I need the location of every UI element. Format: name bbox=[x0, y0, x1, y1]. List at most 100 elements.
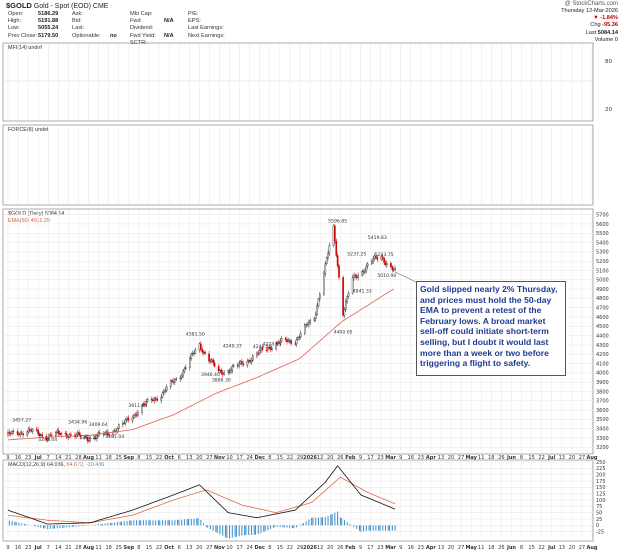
candle-body bbox=[247, 360, 250, 362]
candle-body bbox=[102, 433, 105, 435]
candle-body bbox=[366, 263, 369, 267]
macd-histogram-bar bbox=[289, 525, 291, 528]
quote-value: N/A bbox=[164, 18, 174, 25]
candle-body bbox=[386, 263, 388, 266]
macd-histogram-bar bbox=[219, 525, 221, 535]
x-tick-label: 24 bbox=[246, 545, 252, 551]
macd-histogram-bar bbox=[339, 517, 341, 526]
candle-body bbox=[257, 352, 260, 354]
macd-histogram-bar bbox=[317, 517, 319, 526]
quote-value: N/A bbox=[164, 32, 174, 39]
change-value: -95.36 bbox=[602, 22, 618, 29]
annotation-pointer bbox=[394, 271, 417, 283]
x-tick-label: 9 bbox=[359, 545, 362, 551]
macd-histogram-bar bbox=[78, 525, 80, 527]
candle-body bbox=[319, 294, 321, 300]
macd-histogram-bar bbox=[40, 525, 42, 528]
candle-body bbox=[16, 431, 19, 435]
candle-body bbox=[153, 398, 156, 402]
last-label: Last bbox=[585, 29, 597, 36]
macd-histogram-bar bbox=[114, 522, 116, 526]
macd-histogram-bar bbox=[244, 525, 246, 536]
x-tick-label: Nov bbox=[214, 545, 226, 551]
candle-body bbox=[317, 298, 320, 306]
y-tick-label: 5600 bbox=[596, 222, 609, 228]
x-tick-label: 25 bbox=[116, 545, 122, 551]
macd-histogram-bar bbox=[270, 525, 272, 529]
x-tick-label: 8 bbox=[520, 545, 523, 551]
macd-histogram-bar bbox=[215, 525, 217, 533]
x-tick-label: 2026 bbox=[303, 545, 317, 551]
candle-body bbox=[335, 240, 338, 256]
macd-histogram-bar bbox=[196, 518, 198, 526]
x-tick-label: 8 bbox=[137, 545, 140, 551]
x-tick-label: 26 bbox=[498, 545, 504, 551]
x-tick-label: 18 bbox=[488, 545, 494, 551]
macd-histogram-bar bbox=[149, 520, 151, 526]
macd-histogram-bar bbox=[123, 521, 125, 526]
candle-body bbox=[390, 263, 392, 268]
candle-body bbox=[201, 349, 204, 353]
x-tick-label: 15 bbox=[146, 545, 152, 551]
y-tick-label: 5200 bbox=[596, 259, 609, 265]
x-tick-label: Sep bbox=[124, 545, 135, 551]
quote-label: Mkt Cap: bbox=[130, 11, 153, 17]
candle-body bbox=[239, 361, 242, 364]
macd-histogram-bar bbox=[353, 525, 355, 527]
x-tick-label: 20 bbox=[327, 545, 333, 551]
macd-histogram-bar bbox=[34, 525, 36, 527]
candle-body bbox=[269, 347, 272, 350]
x-tick-label: 7 bbox=[47, 455, 50, 461]
y-tick-label: 4000 bbox=[596, 371, 609, 377]
candle-body bbox=[252, 355, 254, 361]
candle-body bbox=[280, 338, 283, 342]
x-tick-label: 10 bbox=[226, 545, 232, 551]
x-tick-label: 27 bbox=[458, 455, 464, 461]
x-tick-label: 9 bbox=[359, 455, 362, 461]
x-tick-label: 20 bbox=[448, 545, 454, 551]
macd-histogram-bar bbox=[209, 525, 211, 530]
axis-layer: 9916162323JulJul77141421212828AugAug1111… bbox=[6, 212, 608, 551]
candle-body bbox=[213, 362, 216, 367]
candle-body bbox=[383, 257, 385, 263]
source-credit: @ StockCharts.com bbox=[564, 1, 618, 7]
macd-histogram-bar bbox=[229, 525, 231, 539]
macd-histogram-bar bbox=[216, 525, 218, 533]
price-annotation-label: 5237.25 bbox=[347, 252, 366, 258]
mfi-tick-20: 20 bbox=[605, 107, 612, 113]
x-tick-label: 22 bbox=[538, 545, 544, 551]
macd-histogram-bar bbox=[49, 525, 51, 529]
x-tick-label: Aug bbox=[586, 545, 597, 551]
x-tick-label: 9 bbox=[399, 455, 402, 461]
x-tick-label: 27 bbox=[206, 545, 212, 551]
macd-histogram-bar bbox=[312, 517, 314, 526]
macd-histogram-bar bbox=[248, 525, 250, 536]
quote-label: High: bbox=[8, 18, 22, 25]
x-tick-label: 13 bbox=[438, 455, 444, 461]
macd-histogram-bar bbox=[59, 525, 61, 529]
macd-histogram-bar bbox=[71, 525, 73, 527]
chg-label: Chg bbox=[590, 22, 601, 29]
price-annotation-label: 3434.96 bbox=[68, 420, 87, 426]
macd-histogram-bar bbox=[378, 525, 380, 531]
price-annotation-label: 4400.65 bbox=[334, 330, 353, 336]
x-tick-label: Mar bbox=[385, 455, 396, 461]
candle-body bbox=[164, 390, 167, 392]
y-tick-label: 4200 bbox=[596, 352, 609, 358]
macd-histogram-bar bbox=[346, 522, 348, 526]
candle-body bbox=[295, 339, 298, 345]
macd-panel-label: MACD(12,26,9) 64.036, 84.672, -10.436 bbox=[8, 462, 105, 468]
candle-body bbox=[31, 429, 34, 432]
candle-body bbox=[236, 365, 239, 367]
x-tick-label: 17 bbox=[236, 455, 242, 461]
candle-body bbox=[190, 353, 193, 359]
x-tick-label: 22 bbox=[156, 545, 162, 551]
macd-y-tick-label: 25 bbox=[596, 517, 602, 523]
y-tick-label: 4800 bbox=[596, 296, 609, 302]
candle-body bbox=[328, 245, 331, 254]
price-annotation-label: 3457.27 bbox=[12, 417, 31, 423]
x-tick-label: Jul bbox=[34, 455, 42, 461]
macd-histogram-bar bbox=[107, 523, 109, 526]
macd-histogram-bar bbox=[110, 522, 112, 526]
x-tick-label: 15 bbox=[528, 545, 534, 551]
